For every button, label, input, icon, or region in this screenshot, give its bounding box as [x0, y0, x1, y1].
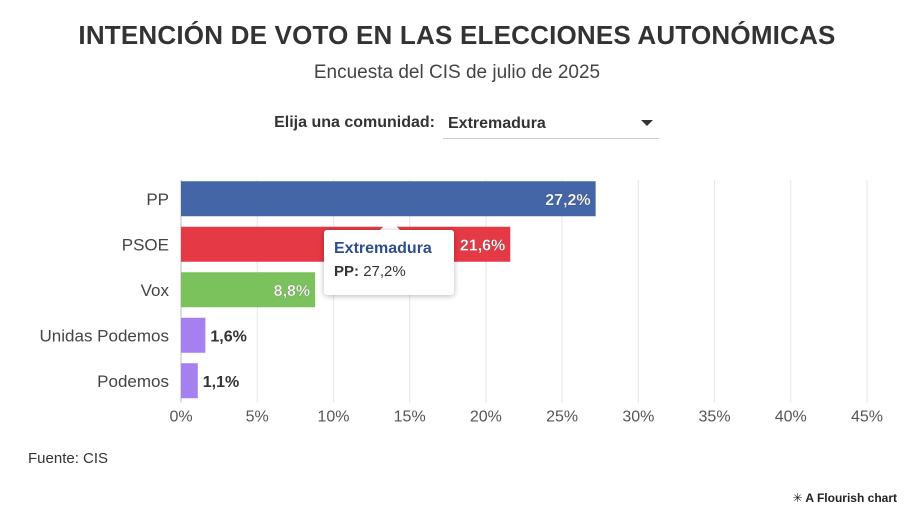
source-note: Fuente: CIS: [28, 450, 109, 467]
category-label: Unidas Podemos: [40, 326, 169, 345]
community-dropdown-value: Extremadura: [448, 115, 546, 132]
data-label: 8,8%: [274, 283, 310, 300]
data-label: 21,6%: [460, 237, 505, 254]
tooltip: Extremadura PP: 27,2%: [324, 230, 454, 295]
flourish-credit-label: A Flourish chart: [805, 491, 897, 505]
category-label: Podemos: [97, 372, 169, 391]
x-tick-label: 25%: [546, 409, 578, 426]
data-label: 1,1%: [203, 374, 239, 391]
community-dropdown[interactable]: Extremadura: [443, 107, 659, 139]
bar: [181, 272, 316, 308]
asterisk-icon: ✳: [792, 491, 803, 505]
x-tick-label: 45%: [851, 409, 883, 426]
x-tick-label: 5%: [246, 409, 269, 426]
data-label: 1,6%: [210, 328, 246, 345]
x-tick-label: 20%: [470, 409, 502, 426]
x-tick-label: 15%: [394, 409, 426, 426]
bar: [181, 181, 596, 217]
chart-subtitle: Encuesta del CIS de julio de 2025: [313, 62, 601, 83]
x-tick-label: 0%: [169, 409, 192, 426]
data-label: 27,2%: [545, 192, 590, 209]
bar-chart: 0% 5% 10% 15% 20% 25% 30% 35% 40% 45% PP 27,2% PSOE 2…: [40, 180, 883, 426]
community-selector-label: Elija una comunidad:: [274, 114, 435, 131]
tooltip-series-label: PP:: [334, 263, 360, 280]
x-tick-label: 40%: [775, 409, 807, 426]
tooltip-pointer: [380, 220, 400, 230]
tooltip-row: PP: 27,2%: [334, 261, 444, 283]
bar: [181, 317, 206, 353]
category-label: PP: [146, 190, 169, 209]
x-tick-label: 10%: [317, 409, 349, 426]
bar: [181, 363, 198, 399]
tooltip-title: Extremadura: [334, 240, 432, 257]
tooltip-value: 27,2%: [363, 263, 406, 280]
x-tick-label: 30%: [622, 409, 654, 426]
chart-title: INTENCIÓN DE VOTO EN LAS ELECCIONES AUTO…: [78, 20, 836, 50]
category-label: Vox: [141, 281, 170, 300]
flourish-credit[interactable]: ✳ A Flourish chart: [792, 491, 897, 505]
category-label: PSOE: [122, 235, 169, 254]
x-tick-label: 35%: [699, 409, 731, 426]
chevron-down-icon[interactable]: [641, 120, 653, 126]
